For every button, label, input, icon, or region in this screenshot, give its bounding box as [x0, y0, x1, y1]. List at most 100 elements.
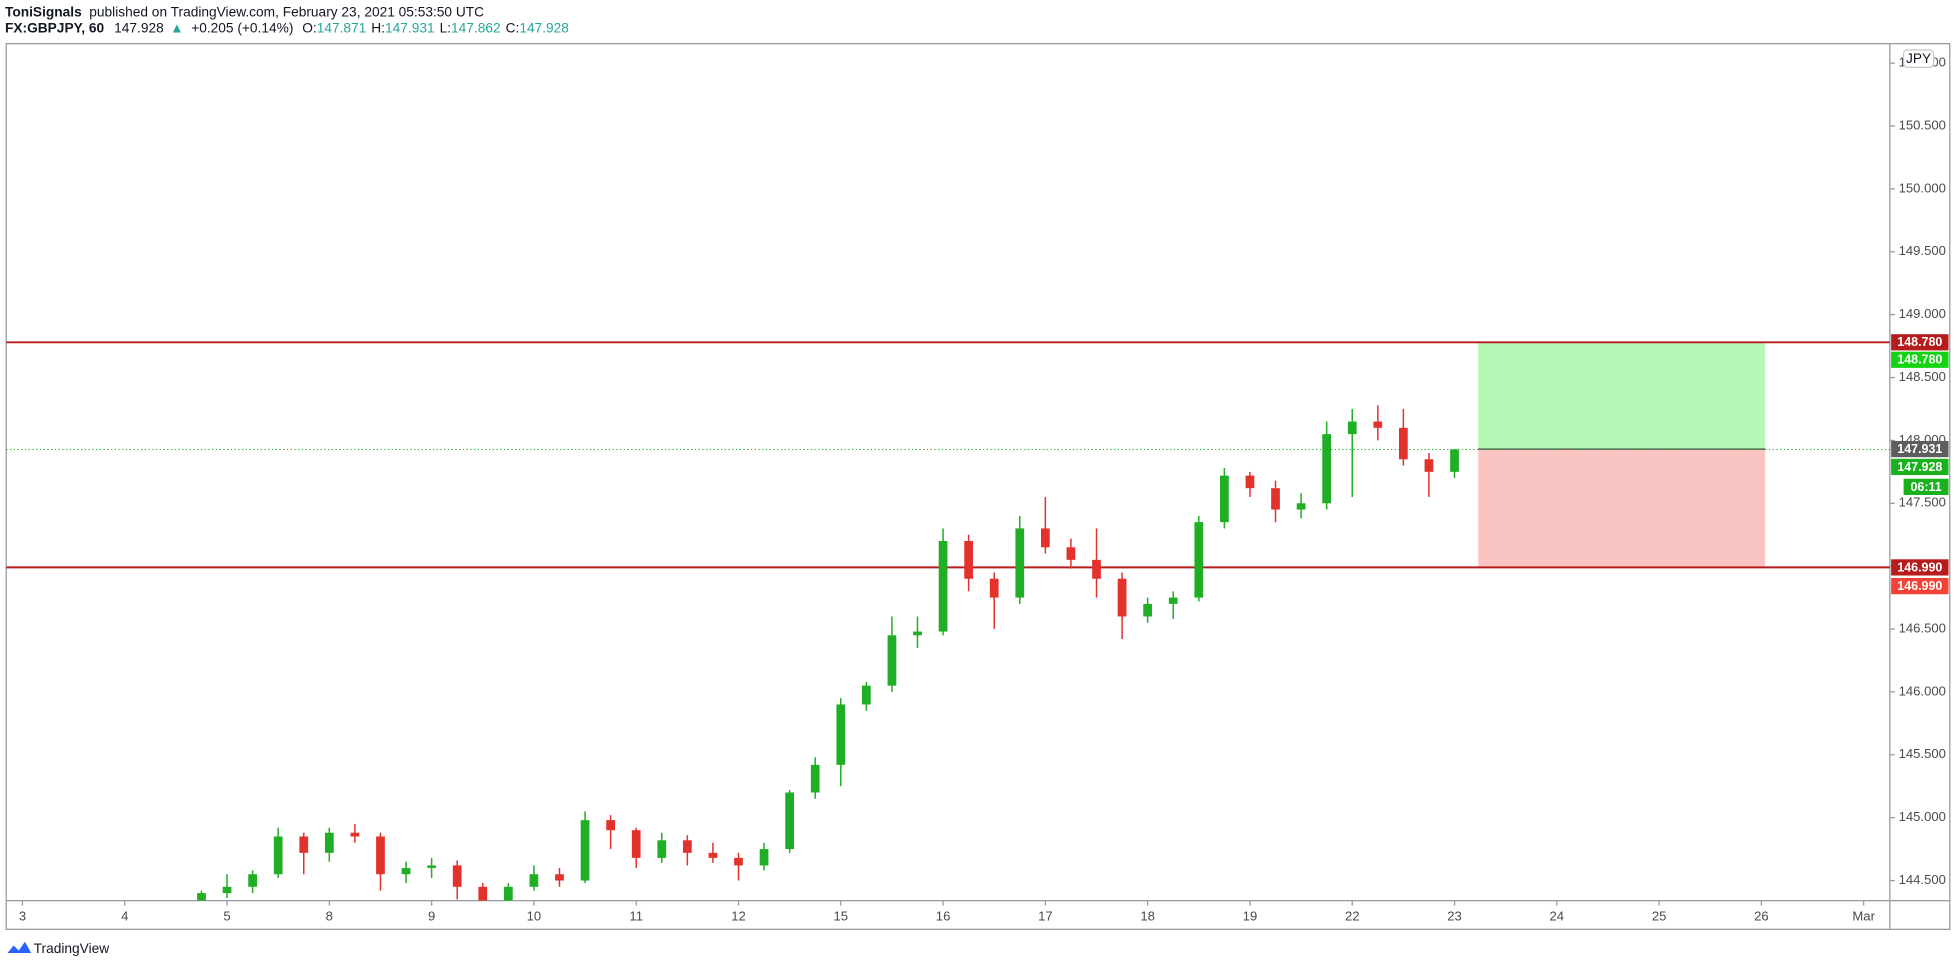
ohlc-value: 147.871 [317, 20, 367, 35]
y-tick-label: 145.500 [1899, 746, 1946, 761]
candle-body [887, 635, 897, 686]
candle-body [861, 685, 871, 705]
countdown-bg [1903, 478, 1949, 495]
y-tick-label: 146.000 [1899, 683, 1946, 698]
price-axis: 144.500145.000145.500146.000146.500147.0… [1889, 49, 1949, 887]
y-tick-label: 144.500 [1899, 872, 1946, 887]
countdown: 06:11 [1910, 480, 1941, 494]
candle-body [1168, 597, 1178, 604]
candle-body [222, 886, 232, 894]
ohlc-value: 147.928 [519, 20, 569, 35]
x-tick-label: 23 [1447, 908, 1462, 923]
candle-body [836, 704, 846, 765]
candle-body [1322, 434, 1332, 504]
candle-body [1450, 449, 1459, 472]
x-tick-label: Mar [1852, 908, 1875, 923]
candle-body [606, 820, 615, 831]
y-tick-label: 149.000 [1899, 306, 1946, 321]
candle-body [989, 578, 999, 598]
candle-body [1143, 603, 1153, 617]
target-tag-bg [1891, 351, 1949, 368]
x-tick-label: 25 [1652, 908, 1667, 923]
author: ToniSignals [5, 4, 82, 19]
x-tick-label: 19 [1243, 908, 1258, 923]
candle-body [1220, 475, 1229, 523]
x-tick-label: 11 [629, 908, 643, 923]
target-tag: 148.780 [1897, 353, 1942, 367]
symbol: FX:GBPJPY, 60 [5, 20, 104, 35]
y-tick-label: 147.500 [1899, 495, 1946, 510]
candle-body [580, 820, 590, 881]
level-tag-bg [1891, 334, 1949, 351]
candle-body [1194, 522, 1204, 598]
x-tick-label: 12 [731, 908, 746, 923]
candle-body [555, 874, 564, 881]
currency-label[interactable]: JPY [1906, 51, 1931, 66]
candle-body [324, 832, 334, 853]
candle-body [1066, 547, 1076, 560]
price-change: +0.205 (+0.14%) [191, 20, 293, 35]
candle-body [682, 840, 692, 853]
candle-body [1399, 427, 1408, 460]
candle-body [708, 852, 718, 858]
candle-body [401, 867, 411, 875]
x-tick-label: 17 [1038, 908, 1053, 923]
y-tick-label: 145.000 [1899, 809, 1946, 824]
candle-body [1424, 459, 1434, 472]
last-price-tag: 147.928 [1897, 460, 1942, 474]
candle-body [376, 836, 385, 875]
ohlc-value: 147.862 [451, 20, 501, 35]
candle-body [478, 886, 488, 901]
brand: TradingView [7, 941, 109, 956]
candle-body [734, 857, 743, 866]
candle-body [503, 886, 513, 901]
currency-tag[interactable] [1902, 49, 1935, 68]
candle-body [938, 540, 948, 632]
candle-body [810, 764, 820, 793]
candle-body [1092, 559, 1101, 579]
symbol-line: FX:GBPJPY, 60 147.928 ▲ +0.205 (+0.14%) … [5, 20, 569, 35]
published: published on TradingView.com, February 2… [89, 4, 484, 19]
candle-body [913, 631, 922, 636]
candle-body [452, 865, 462, 887]
y-tick-label: 146.500 [1899, 620, 1946, 635]
candle-body [631, 830, 641, 858]
x-tick-label: 10 [527, 908, 542, 923]
ohlc-label: L: [440, 20, 451, 35]
x-tick-label: 8 [326, 908, 333, 923]
candle-body [1347, 421, 1357, 435]
y-tick-label: 148.500 [1899, 369, 1946, 384]
brand-name: TradingView [34, 941, 110, 956]
last-price-tag-bg [1891, 458, 1949, 476]
profit-zone [1478, 342, 1766, 450]
stop-tag: 146.990 [1897, 579, 1942, 593]
x-tick-label: 22 [1345, 908, 1360, 923]
plot-area [6, 341, 1890, 901]
x-tick-label: 18 [1140, 908, 1155, 923]
candle-body [1373, 421, 1383, 428]
y-tick-label: 149.500 [1899, 243, 1946, 258]
candle-body [785, 792, 795, 850]
stop-tag-bg [1891, 578, 1949, 595]
candle-body [529, 874, 539, 887]
brand-logo [7, 941, 32, 954]
candle-body [427, 865, 436, 868]
candle-body [273, 836, 283, 875]
candle-body [657, 840, 667, 858]
level-tag-bg [1891, 559, 1949, 576]
chart-frame [5, 43, 1951, 930]
loss-zone [1478, 449, 1766, 568]
header-line: ToniSignals published on TradingView.com… [5, 4, 484, 19]
x-tick-label: 3 [19, 908, 26, 923]
entry-tag-bg [1891, 440, 1949, 458]
level-tag: 148.780 [1897, 335, 1942, 349]
x-tick-label: 15 [834, 908, 849, 923]
candle-body [197, 893, 206, 901]
ohlc-label: H: [371, 20, 385, 35]
entry-tag: 147.931 [1897, 442, 1942, 456]
candle-body [350, 832, 360, 837]
candle-body [1040, 528, 1050, 548]
candle-body [1271, 488, 1280, 510]
ohlc-label: O: [302, 20, 316, 35]
